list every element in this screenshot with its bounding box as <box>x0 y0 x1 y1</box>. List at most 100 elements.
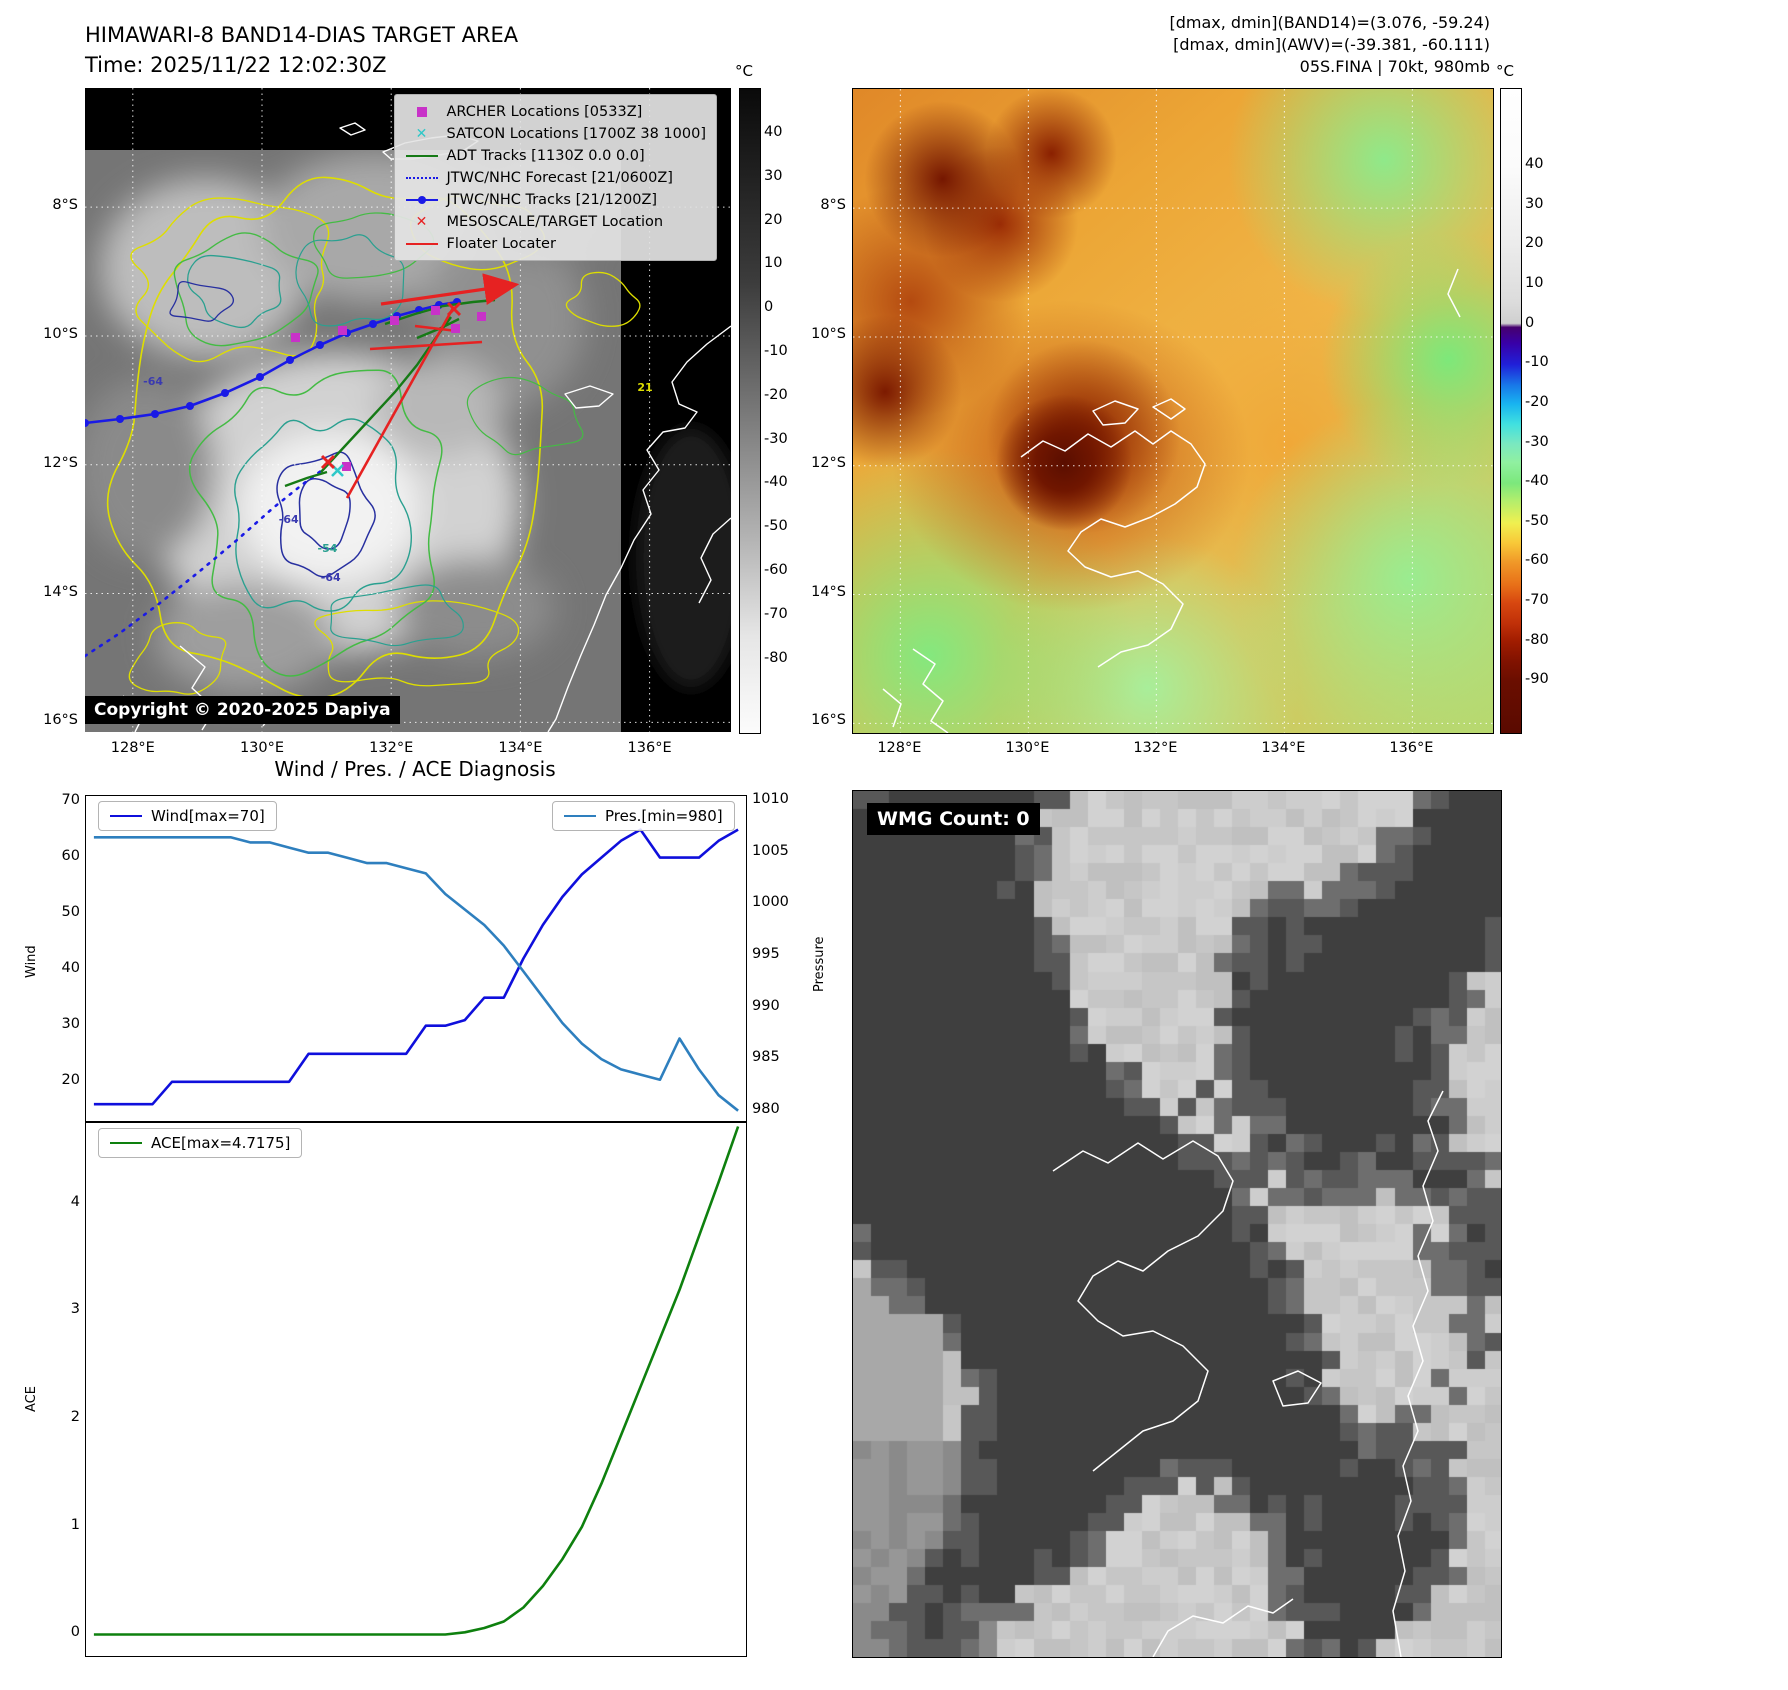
line-icon <box>405 154 438 157</box>
colorbar-tick-label: 30 <box>764 167 783 184</box>
contour-line <box>169 281 234 322</box>
square-icon <box>416 106 427 117</box>
contour-line <box>314 600 520 687</box>
coastlines <box>882 268 1461 733</box>
x-tick-label: 134°E <box>1261 740 1306 756</box>
ace-axis-label: ACE <box>24 1386 39 1412</box>
ace-legend: ACE[max=4.7175] <box>98 1128 303 1158</box>
y-tick-label: 995 <box>752 945 780 962</box>
band14-title: HIMAWARI-8 BAND14-DIAS TARGET AREA Time:… <box>85 20 518 80</box>
contour-line <box>298 478 351 550</box>
wmg-noise-image <box>853 791 1501 1657</box>
diagnosis-title: Wind / Pres. / ACE Diagnosis <box>274 757 556 781</box>
y-tick-label: 2 <box>70 1409 80 1426</box>
colorbar-tick-label: 40 <box>764 124 783 141</box>
mesoscale-markers <box>320 301 462 470</box>
contour-label: 21 <box>637 381 653 395</box>
ace-chart <box>85 1122 747 1657</box>
colorbar-tick-label: -20 <box>764 386 788 403</box>
colorbar-tick-label: -20 <box>1525 393 1549 410</box>
wmg-count-label: WMG Count: 0 <box>867 803 1040 835</box>
x-tick-label: 128°E <box>110 740 155 756</box>
y-tick-label: 10°S <box>811 325 846 342</box>
colorbar-tick-label: 20 <box>1525 235 1544 252</box>
legend-item: Floater Locater <box>405 234 706 253</box>
line-icon <box>405 242 438 245</box>
pressure-axis-label: Pressure <box>812 936 827 992</box>
y-tick-label: 30 <box>61 1015 80 1032</box>
y-tick-label: 8°S <box>820 197 846 214</box>
y-tick-label: 70 <box>61 791 80 808</box>
contour-line <box>312 212 435 279</box>
y-tick-label: 50 <box>61 903 80 920</box>
legend-item: ✕ SATCON Locations [1700Z 38 1000] <box>405 124 706 143</box>
contour-line <box>128 622 227 695</box>
x-icon: ✕ <box>415 213 428 230</box>
y-tick-label: 12°S <box>43 454 78 471</box>
ace-line-swatch <box>110 1142 142 1144</box>
legend-label: JTWC/NHC Forecast [21/0600Z] <box>446 169 673 186</box>
map-gridlines <box>853 89 1493 733</box>
y-tick-label: 3 <box>70 1301 80 1318</box>
band14-legend: ARCHER Locations [0533Z] ✕ SATCON Location… <box>393 94 717 261</box>
awv-map <box>852 88 1494 734</box>
legend-label: ARCHER Locations [0533Z] <box>446 103 643 120</box>
dot-icon <box>417 195 426 204</box>
x-tick-label: 134°E <box>498 740 543 756</box>
colorbar-tick-label: -40 <box>1525 473 1549 490</box>
colorbar-tick-label: -60 <box>1525 552 1549 569</box>
floater-lines <box>345 273 520 499</box>
land-shade <box>636 428 731 688</box>
x-tick-label: 128°E <box>877 740 922 756</box>
colorbar-tick-label: 10 <box>764 255 783 272</box>
wind-line-swatch <box>110 815 142 817</box>
storm-tracks <box>85 273 520 658</box>
y-tick-label: 12°S <box>811 454 846 471</box>
contour-line <box>234 418 413 612</box>
colorbar-tick-label: -50 <box>1525 512 1549 529</box>
colorbar-tick-label: -40 <box>764 474 788 491</box>
wind-legend-label: Wind[max=70] <box>151 807 265 825</box>
ace-legend-label: ACE[max=4.7175] <box>151 1134 291 1152</box>
y-tick-label: 20 <box>61 1071 80 1088</box>
y-tick-label: 8°S <box>52 197 78 214</box>
y-tick-label: 14°S <box>43 583 78 600</box>
y-tick-label: 10°S <box>43 325 78 342</box>
wind-legend: Wind[max=70] <box>98 801 277 831</box>
colorbar-tick-label: 0 <box>764 299 774 316</box>
awv-header-line2: [dmax, dmin](AWV)=(-39.381, -60.111) <box>1173 35 1490 54</box>
y-tick-label: 980 <box>752 1100 780 1117</box>
colorbar-tick-label: -10 <box>764 343 788 360</box>
legend-item: JTWC/NHC Forecast [21/0600Z] <box>405 168 706 187</box>
colorbar-tick-label: -30 <box>1525 433 1549 450</box>
y-tick-label: 1005 <box>752 842 789 859</box>
colorbar-tick-label: 30 <box>1525 195 1544 212</box>
colorbar-tick-label: -70 <box>1525 591 1549 608</box>
colorbar-tick-label: -30 <box>764 430 788 447</box>
contour-line <box>173 232 319 347</box>
x-tick-label: 136°E <box>627 740 672 756</box>
x-tick-label: 132°E <box>369 740 414 756</box>
x-tick-label: 130°E <box>239 740 285 756</box>
legend-label: JTWC/NHC Tracks [21/1200Z] <box>446 191 658 208</box>
square-marker-icon <box>405 106 439 117</box>
wmg-coastline-overlay <box>1052 1090 1444 1657</box>
legend-label: Floater Locater <box>446 235 556 252</box>
x-icon: ✕ <box>415 125 428 142</box>
y-tick-label: 60 <box>61 847 80 864</box>
contour-line <box>295 234 405 327</box>
pressure-legend-label: Pres.[min=980] <box>605 807 723 825</box>
colorbar-tick-label: -50 <box>764 518 788 535</box>
y-tick-label: 985 <box>752 1049 780 1066</box>
y-tick-label: 1010 <box>752 791 789 808</box>
pressure-line-swatch <box>564 815 596 817</box>
colorbar-tick-label: -90 <box>1525 671 1549 688</box>
x-tick-label: 132°E <box>1133 740 1178 756</box>
y-tick-label: 990 <box>752 997 780 1014</box>
legend-item: ADT Tracks [1130Z 0.0 0.0] <box>405 146 706 165</box>
contour-label: -64 <box>320 571 341 584</box>
contour-label: -64 <box>143 374 163 388</box>
contour-line <box>330 584 464 647</box>
colorbar-tick-label: -10 <box>1525 354 1549 371</box>
